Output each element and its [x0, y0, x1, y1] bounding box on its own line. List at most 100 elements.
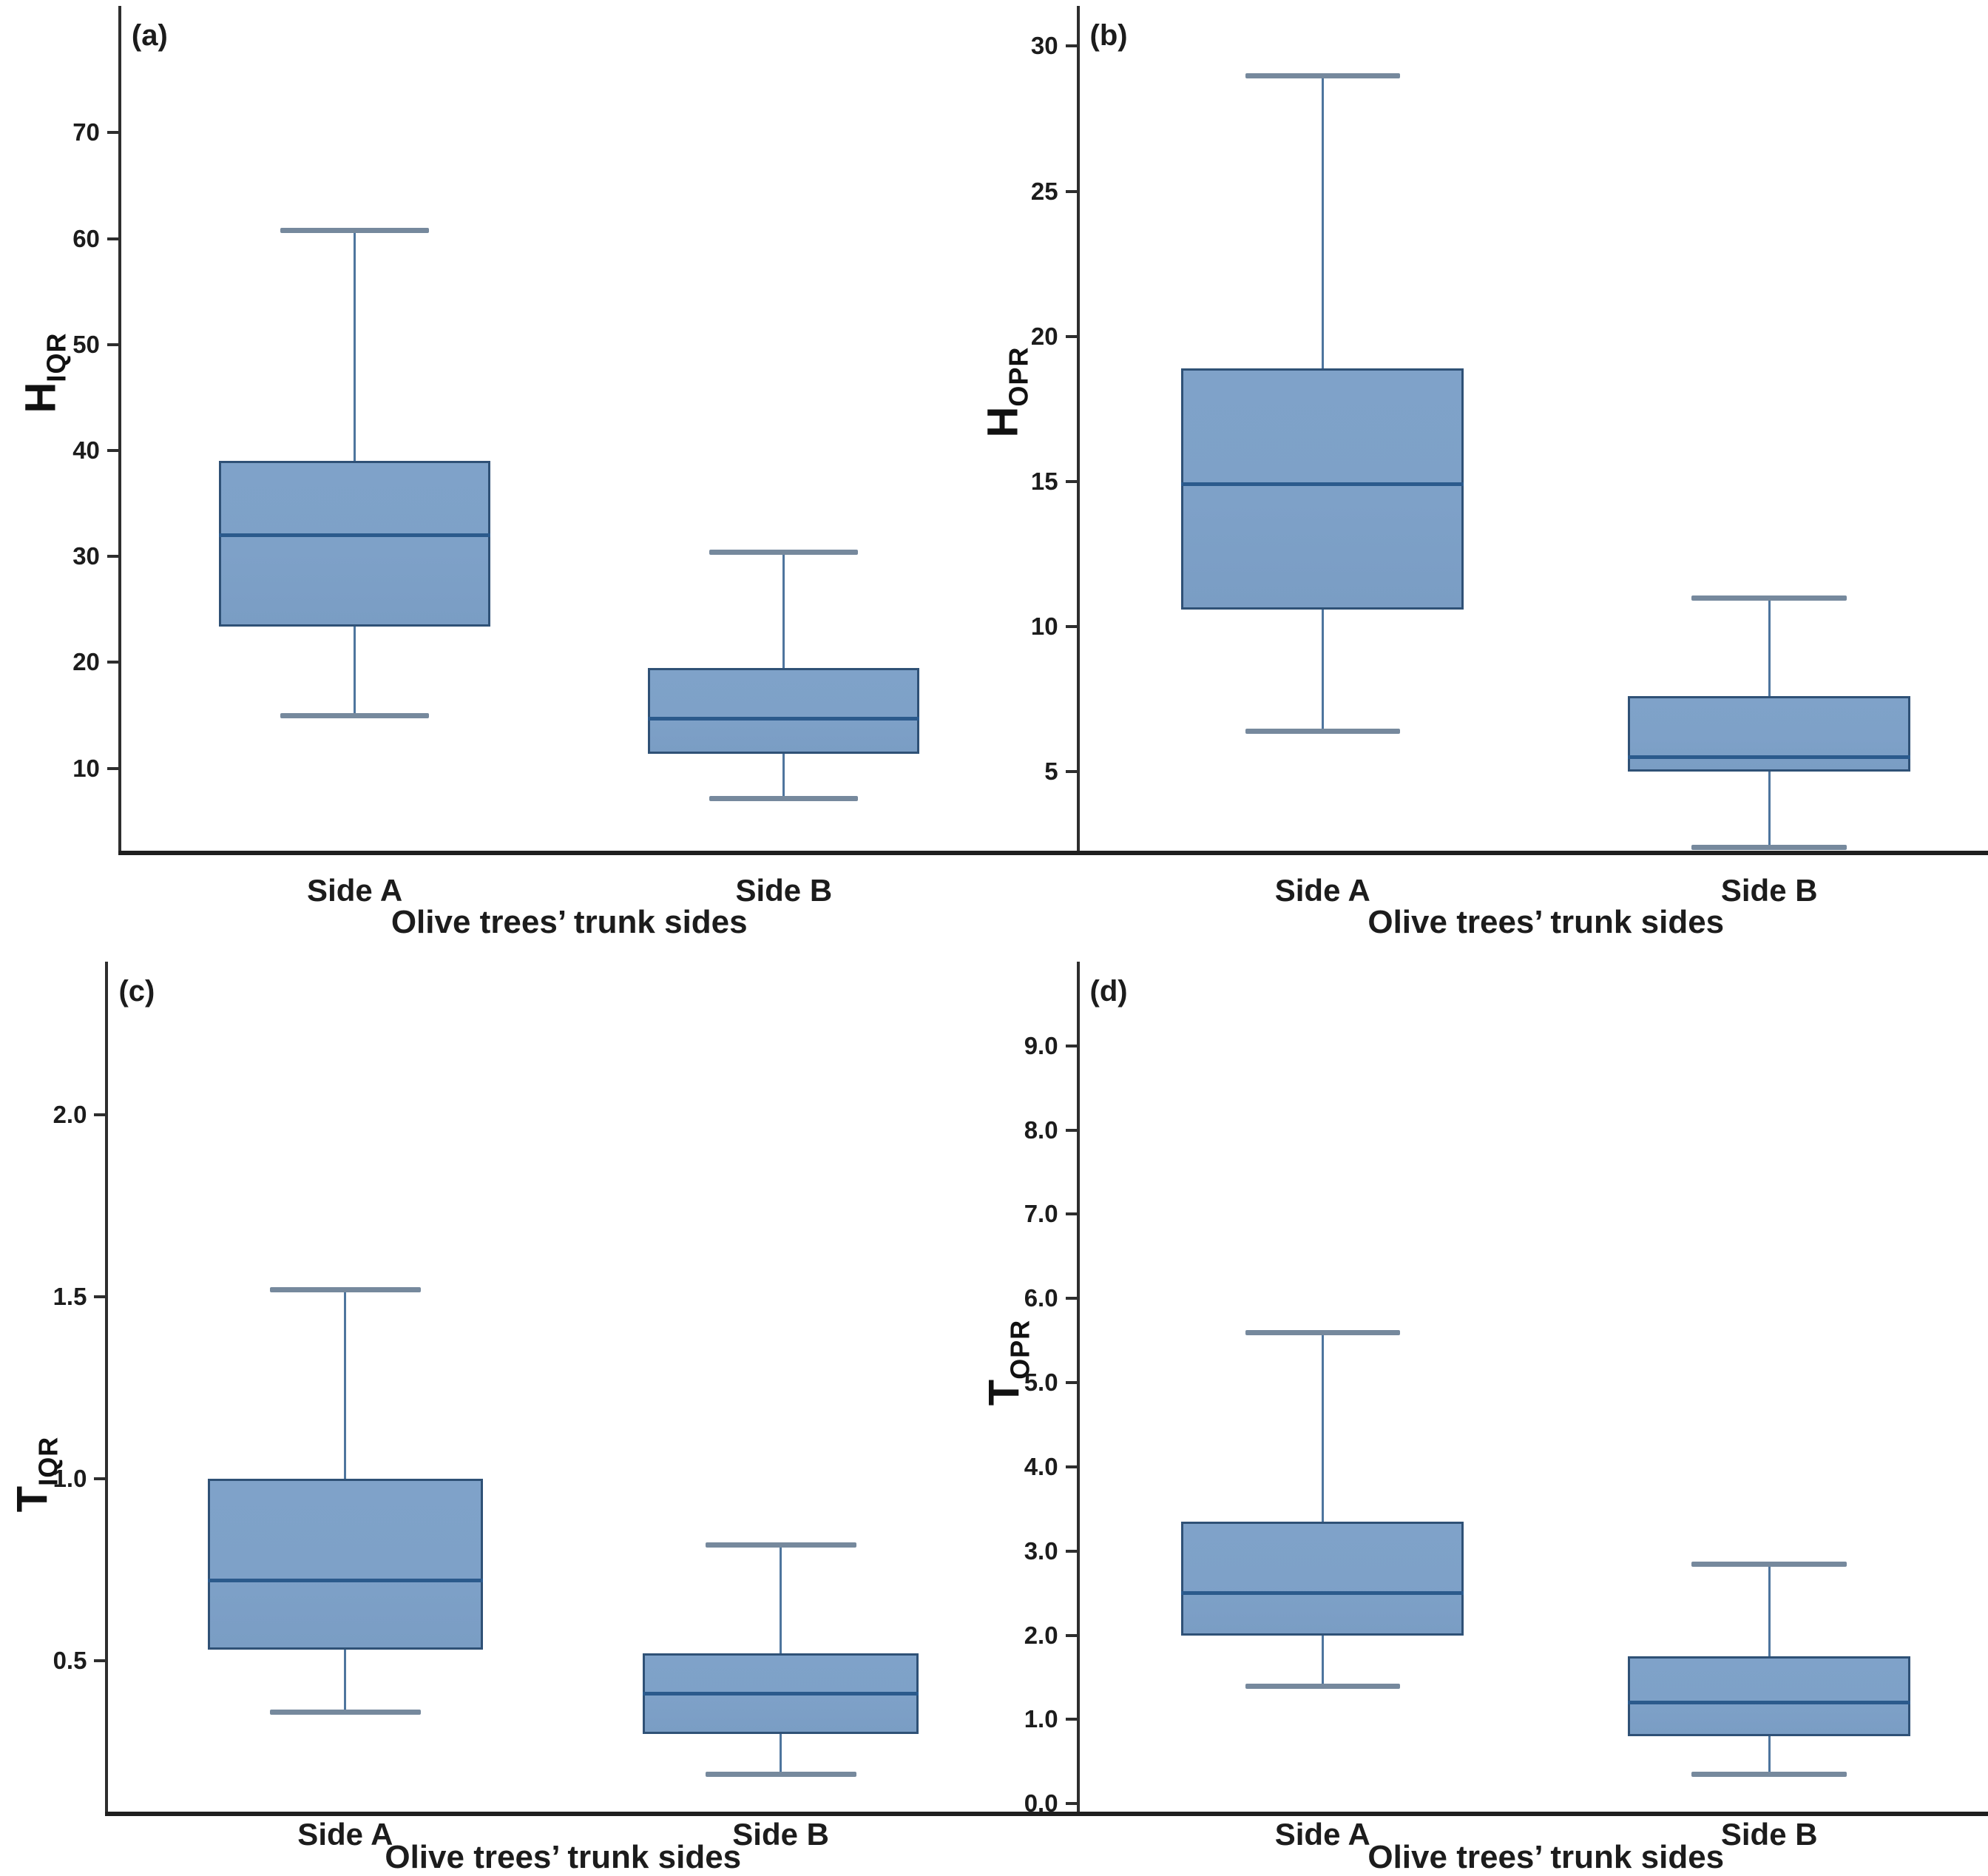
- x-category-label: Side B: [735, 873, 833, 908]
- y-tick-label: 1.5: [53, 1282, 87, 1310]
- x-category-label: Side B: [732, 1817, 829, 1852]
- lower-whisker: [1321, 1635, 1324, 1686]
- y-tick-label: 6.0: [1024, 1284, 1058, 1312]
- y-tick-label: 2.0: [1024, 1621, 1058, 1649]
- lower-whisker: [344, 1650, 347, 1713]
- upper-whisker: [780, 1544, 782, 1654]
- max-cap: [269, 1286, 421, 1292]
- y-tick-label: 20: [72, 648, 100, 676]
- y-tick-label: 2.0: [53, 1100, 87, 1128]
- iqr-box: [207, 1479, 484, 1650]
- lower-whisker: [1768, 1736, 1771, 1775]
- x-category-label: Side A: [297, 1817, 393, 1852]
- median-line: [1628, 1701, 1911, 1705]
- iqr-box: [1628, 1656, 1911, 1737]
- x-category-label: Side A: [1274, 873, 1370, 908]
- max-cap: [1245, 72, 1401, 78]
- x-axis-line: [118, 851, 1109, 856]
- y-tick-label: 8.0: [1024, 1116, 1058, 1144]
- min-cap: [280, 713, 430, 719]
- y-tick-label: 7.0: [1024, 1200, 1058, 1228]
- max-cap: [705, 1542, 856, 1548]
- y-tick-label: 1.0: [53, 1465, 87, 1492]
- y-tick-label: 0.5: [53, 1647, 87, 1675]
- y-tick-label: 9.0: [1024, 1031, 1058, 1059]
- min-cap: [1245, 1683, 1401, 1689]
- y-tick-mark: [1065, 1718, 1077, 1721]
- lower-whisker: [354, 626, 356, 715]
- panel-c: (c) TIQR 0.5 1.0 1.5 2.0 Side A Side B Olive tre…: [0, 934, 1109, 1875]
- min-cap: [705, 1771, 856, 1777]
- y-tick-mark: [1065, 1802, 1077, 1806]
- x-axis-line: [1076, 851, 1988, 856]
- iqr-box: [219, 461, 491, 627]
- upper-whisker: [344, 1289, 347, 1479]
- y-tick-label: 10: [72, 754, 100, 782]
- y-tick-label: 40: [72, 436, 100, 465]
- upper-whisker: [1768, 597, 1771, 697]
- lower-whisker: [782, 753, 785, 798]
- upper-whisker: [1768, 1563, 1771, 1657]
- x-category-label: Side A: [1274, 1817, 1370, 1852]
- iqr-box: [1628, 696, 1911, 772]
- panel-letter: (a): [131, 18, 168, 52]
- y-tick-mark: [106, 237, 118, 240]
- x-axis-line: [105, 1812, 1109, 1816]
- y-tick-mark: [1065, 1212, 1077, 1216]
- y-tick-label: 30: [1030, 32, 1058, 60]
- y-axis-title-main: H: [978, 406, 1027, 438]
- iqr-box: [648, 667, 920, 754]
- min-cap: [1245, 729, 1401, 735]
- x-category-label: Side B: [1720, 1817, 1818, 1852]
- y-tick-label: 70: [72, 118, 100, 146]
- iqr-box: [1181, 368, 1464, 610]
- y-tick-label: 60: [72, 224, 100, 252]
- y-tick-mark: [1065, 1465, 1077, 1468]
- x-axis-title: Olive trees’ trunk sides: [1367, 903, 1725, 940]
- max-cap: [1691, 595, 1847, 601]
- y-tick-mark: [1065, 189, 1077, 193]
- panel-letter: (b): [1089, 18, 1128, 52]
- y-axis-line: [1076, 5, 1080, 854]
- max-cap: [1691, 1561, 1847, 1567]
- y-tick-mark: [1065, 334, 1077, 338]
- x-axis-title: Olive trees’ trunk sides: [390, 903, 748, 940]
- lower-whisker: [1321, 609, 1324, 732]
- min-cap: [269, 1710, 421, 1715]
- y-tick-label: 30: [72, 542, 100, 570]
- y-tick-mark: [1065, 1128, 1077, 1132]
- y-tick-label: 15: [1030, 467, 1058, 495]
- y-tick-mark: [1065, 44, 1077, 48]
- x-category-label: Side B: [1720, 873, 1818, 908]
- panel-d: (d) TOPR 0.0 1.0 2.0 3.0 4.0 5.0 6.0 7.0 8.0 9.0 Sid…: [980, 934, 1988, 1875]
- y-axis-title-main: H: [16, 382, 65, 414]
- panel-a: (a) HIQR 10 20 30 40 50 60 70 Side A Side B Olive t…: [0, 0, 1109, 940]
- y-axis-line: [118, 5, 121, 854]
- y-axis-line: [105, 961, 109, 1814]
- panel-letter: (d): [1089, 974, 1128, 1008]
- y-tick-mark: [1065, 770, 1077, 774]
- median-line: [1181, 1591, 1464, 1596]
- y-tick-mark: [1065, 1381, 1077, 1385]
- upper-whisker: [1321, 1332, 1324, 1522]
- y-tick-label: 5.0: [1024, 1369, 1058, 1397]
- max-cap: [1245, 1329, 1401, 1335]
- y-tick-mark: [106, 449, 118, 453]
- y-tick-label: 0.0: [1024, 1789, 1058, 1818]
- y-tick-mark: [106, 555, 118, 559]
- median-line: [648, 716, 920, 721]
- panel-letter: (c): [118, 974, 155, 1008]
- y-tick-label: 25: [1030, 177, 1058, 205]
- upper-whisker: [354, 230, 356, 462]
- panel-b: (b) HOPR 5 10 15 20 25 30 Side A Side B Olive tree…: [978, 0, 1988, 940]
- median-line: [643, 1692, 919, 1696]
- min-cap: [1691, 845, 1847, 851]
- y-tick-label: 5: [1044, 758, 1058, 786]
- y-tick-mark: [1065, 1044, 1077, 1047]
- lower-whisker: [1768, 772, 1771, 848]
- y-tick-mark: [94, 1477, 106, 1480]
- min-cap: [1691, 1772, 1847, 1778]
- min-cap: [709, 795, 859, 801]
- upper-whisker: [782, 552, 785, 668]
- y-tick-mark: [94, 1113, 106, 1116]
